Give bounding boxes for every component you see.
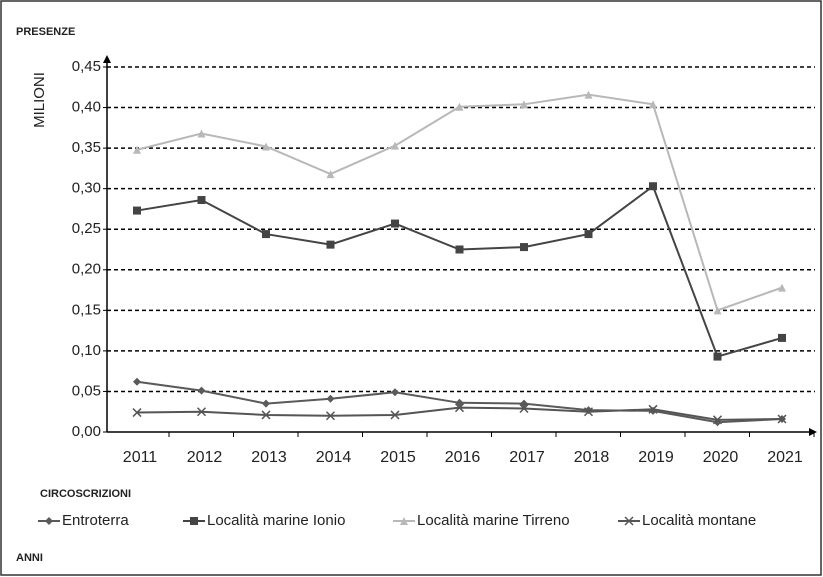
marker	[455, 102, 464, 111]
x-tick-label: 2020	[703, 449, 739, 466]
legend-marker	[45, 517, 53, 525]
marker	[132, 408, 142, 418]
marker	[713, 306, 722, 315]
y-tick-label: 0,25	[72, 220, 101, 237]
x-tick-label: 2018	[574, 449, 610, 466]
marker	[262, 399, 270, 408]
marker	[778, 283, 786, 292]
marker	[262, 230, 270, 239]
x-tick-label: 2016	[445, 449, 481, 466]
x-tick-label: 2012	[187, 449, 223, 466]
marker	[197, 129, 206, 138]
marker	[197, 386, 206, 395]
marker	[197, 196, 206, 205]
series-line	[136, 93, 783, 312]
marker	[196, 407, 207, 417]
x-tick-label: 2019	[638, 449, 674, 466]
marker	[519, 403, 529, 414]
marker	[325, 411, 336, 421]
x-tick-label: 2015	[380, 449, 416, 466]
marker	[584, 230, 593, 239]
x-arrow	[809, 428, 817, 436]
legend-marker	[190, 517, 198, 525]
x-tick-label: 2013	[251, 449, 287, 466]
marker	[520, 243, 528, 252]
legend-label: Località marine Tirreno	[417, 512, 570, 529]
legend-title: CIRCOSCRIZIONI	[40, 488, 131, 500]
y-tick-label: 0,30	[72, 180, 101, 197]
y-tick-label: 0,40	[72, 99, 101, 116]
marker	[455, 245, 464, 254]
marker	[133, 206, 141, 215]
marker	[133, 145, 141, 154]
legend-label: Entroterra	[62, 512, 129, 529]
y-arrow	[103, 55, 111, 63]
y-tick-label: 0,05	[72, 382, 101, 399]
marker	[777, 414, 787, 424]
marker	[133, 377, 141, 386]
y-tick-label: 0,15	[72, 301, 101, 318]
y-tick-label: 0,45	[72, 58, 101, 75]
y-title: PRESENZE	[16, 26, 75, 38]
x-tick-label: 2011	[123, 449, 158, 466]
marker	[778, 333, 786, 342]
marker	[648, 404, 658, 414]
marker	[649, 182, 657, 191]
y-tick-label: 0,00	[72, 423, 101, 440]
marker	[649, 100, 657, 109]
marker	[520, 100, 528, 109]
marker	[391, 388, 399, 397]
y-tick-label: 0,10	[72, 342, 101, 359]
y-axis-label: MILIONI	[31, 72, 48, 128]
marker	[713, 352, 722, 361]
legend-label: Località marine Ionio	[207, 512, 345, 529]
legend-marker	[400, 517, 408, 525]
marker	[454, 403, 465, 413]
legend-label: Località montane	[642, 512, 756, 529]
x-tick-label: 2014	[316, 449, 352, 466]
marker	[391, 219, 399, 228]
y-tick-label: 0,35	[72, 139, 101, 156]
marker	[391, 141, 399, 150]
marker	[712, 415, 723, 425]
x-axis-label: ANNI	[16, 552, 43, 564]
marker	[261, 410, 271, 420]
y-tick-label: 0,20	[72, 261, 101, 278]
marker	[584, 406, 593, 415]
x-tick-label: 2021	[767, 449, 803, 466]
marker	[583, 407, 594, 417]
x-tick-label: 2017	[509, 449, 545, 466]
marker	[584, 90, 593, 99]
marker	[326, 240, 335, 249]
marker	[326, 394, 335, 403]
legend-marker	[624, 516, 634, 526]
series-line	[136, 184, 783, 358]
marker	[326, 170, 335, 179]
series-line	[136, 406, 783, 421]
marker	[390, 410, 400, 420]
marker	[649, 406, 657, 415]
marker	[262, 142, 270, 151]
